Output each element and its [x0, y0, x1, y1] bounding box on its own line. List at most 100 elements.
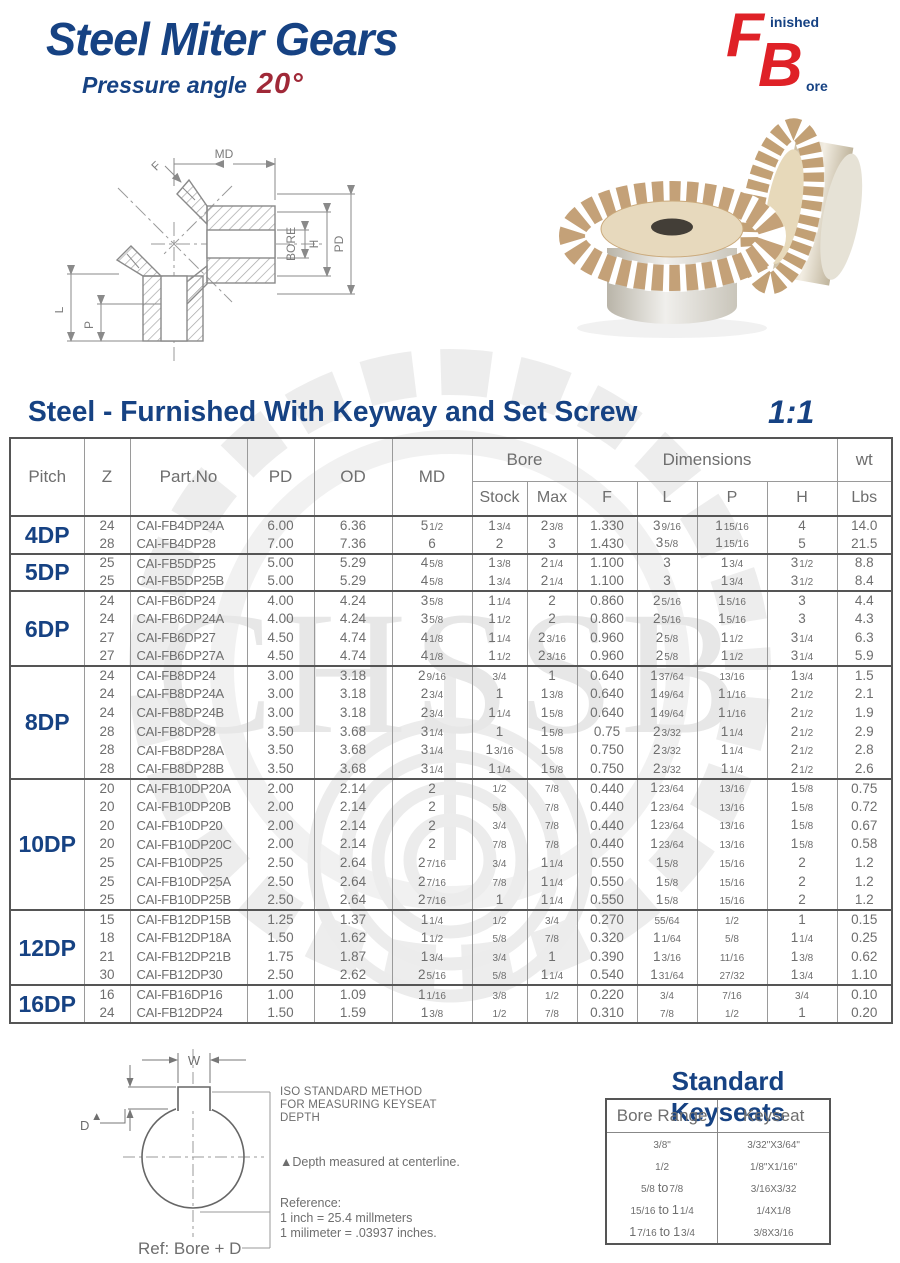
- cell-part: CAI-FB12DP21B: [129, 947, 248, 967]
- cell-stock: 5/8: [471, 966, 528, 986]
- cell-od: 3.18: [313, 703, 393, 723]
- cell-md: 31/4: [391, 741, 473, 760]
- cell-l: 3/4: [636, 984, 698, 1004]
- cell-lbs: 0.58: [836, 835, 893, 854]
- cell-max: 1: [526, 947, 578, 967]
- col-header-wt: wt: [836, 438, 893, 482]
- cell-part: CAI-FB4DP28: [129, 534, 248, 554]
- table-row: 6DP 24 CAI-FB6DP24 4.00 4.24 35/8 11/4 2 0.860 25…: [9, 590, 893, 668]
- cell-h: 13/4: [766, 665, 838, 685]
- cell-part: CAI-FB10DP25B: [129, 891, 248, 911]
- cell-f: 0.640: [576, 703, 638, 723]
- cell-h: 15/8: [766, 777, 838, 798]
- bore-h-pd-dimensions: [277, 185, 355, 295]
- cell-part: CAI-FB10DP25: [129, 853, 248, 873]
- col-header-bore: Bore: [471, 438, 578, 482]
- cell-md: 11/16: [391, 984, 473, 1004]
- cell-lbs: 0.75: [836, 777, 893, 798]
- cell-max: 11/4: [526, 891, 578, 911]
- keyseat-centerlines: [123, 1049, 264, 1237]
- cell-z: 27: [83, 647, 131, 667]
- table-row: 8DP 24 CAI-FB8DP24 3.00 3.18 29/16 3/4 1 0.640 13…: [9, 665, 893, 780]
- cell-pd: 1.00: [246, 984, 315, 1004]
- cell-f: 0.750: [576, 741, 638, 760]
- cell-md: 6: [391, 534, 473, 554]
- cell-f: 0.440: [576, 777, 638, 798]
- table-row: 28 CAI-FB4DP28 7.00 7.36 6 2 3 1.430 35/8 115/16 5…: [10, 534, 893, 554]
- cell-z: 20: [83, 835, 131, 854]
- pitch-label: 4DP: [9, 515, 85, 555]
- cell-p: 1/2: [696, 909, 768, 929]
- cell-h: 31/2: [766, 552, 838, 573]
- cell-h: 1: [766, 1003, 838, 1023]
- cell-f: 1.100: [576, 572, 638, 592]
- cell-stock: 13/16: [471, 741, 528, 760]
- cell-p: 15/16: [696, 872, 768, 892]
- cell-part: CAI-FB10DP20B: [129, 797, 248, 817]
- cell-f: 0.640: [576, 684, 638, 704]
- cell-z: 24: [83, 703, 131, 723]
- cell-md: 13/4: [391, 947, 473, 967]
- cell-max: 21/4: [526, 552, 578, 573]
- cell-pd: 4.00: [246, 590, 315, 610]
- scale-note: 1:1: [768, 394, 815, 430]
- cell-max: 7/8: [526, 777, 578, 798]
- table-row: 30 CAI-FB12DP30 2.50 2.62 25/16 5/8 11/4 0.540 1…: [10, 966, 893, 986]
- cell-f: 0.750: [576, 759, 638, 779]
- cell-part: CAI-FB12DP30: [129, 966, 248, 986]
- iso-note-line1: ISO STANDARD METHOD: [280, 1086, 422, 1098]
- section-title: Steel - Furnished With Keyway and Set Sc…: [28, 396, 638, 428]
- col-header-p: P: [696, 481, 768, 517]
- cell-pd: 2.50: [246, 891, 315, 911]
- cell-h: 15/8: [766, 816, 838, 836]
- cell-keyseat: 3/16X3/32: [717, 1177, 830, 1199]
- cell-l: 131/64: [636, 966, 698, 986]
- cell-l: 55/64: [636, 909, 698, 929]
- table-row: 20 CAI-FB10DP20 2.00 2.14 2 3/4 7/8 0.440 123/64…: [10, 816, 893, 836]
- cell-part: CAI-FB16DP16: [129, 984, 248, 1004]
- cell-h: 13/4: [766, 966, 838, 986]
- pitch-label: 10DP: [9, 777, 85, 912]
- cell-max: 15/8: [526, 741, 578, 760]
- cell-f: 0.550: [576, 853, 638, 873]
- cell-lbs: 2.6: [836, 759, 893, 779]
- cell-f: 0.860: [576, 590, 638, 610]
- cell-max: 11/4: [526, 966, 578, 986]
- cell-pd: 2.50: [246, 966, 315, 986]
- cell-md: 27/16: [391, 891, 473, 911]
- cell-pd: 5.00: [246, 572, 315, 592]
- keyseat-row: 5/8 to7/8 3/16X3/32: [606, 1177, 830, 1199]
- cell-z: 28: [83, 722, 131, 742]
- logo-letter-b: B: [758, 31, 803, 100]
- cell-keyseat: 3/32"X3/64": [717, 1132, 830, 1155]
- cell-h: 31/2: [766, 572, 838, 592]
- cell-lbs: 2.8: [836, 741, 893, 760]
- cell-max: 7/8: [526, 1003, 578, 1023]
- cell-part: CAI-FB6DP24A: [129, 609, 248, 629]
- cell-l: 15/8: [636, 853, 698, 873]
- cell-md: 41/8: [391, 628, 473, 648]
- cell-p: 13/16: [696, 777, 768, 798]
- cell-lbs: 1.2: [836, 853, 893, 873]
- cell-part: CAI-FB8DP28: [129, 722, 248, 742]
- cell-pd: 4.50: [246, 628, 315, 648]
- cell-max: 23/8: [526, 515, 578, 535]
- cell-z: 24: [83, 515, 131, 535]
- cell-lbs: 0.20: [836, 1003, 893, 1023]
- cell-part: CAI-FB4DP24A: [129, 515, 248, 535]
- cell-l: 123/64: [636, 835, 698, 854]
- f-label: F: [148, 158, 163, 173]
- cell-pd: 5.00: [246, 552, 315, 573]
- cell-f: 0.310: [576, 1003, 638, 1023]
- cell-l: 123/64: [636, 777, 698, 798]
- cell-l: 3: [636, 572, 698, 592]
- cell-p: 11/2: [696, 628, 768, 648]
- cell-p: 13/4: [696, 572, 768, 592]
- col-header-max: Max: [526, 481, 578, 517]
- cell-bore-range: 17/16 to 13/4: [629, 1225, 695, 1239]
- cell-p: 13/16: [696, 835, 768, 854]
- cell-h: 11/4: [766, 928, 838, 948]
- table-row: 24 CAI-FB8DP24A 3.00 3.18 23/4 1 13/8 0.640 149/…: [10, 684, 893, 704]
- cell-p: 11/4: [696, 741, 768, 760]
